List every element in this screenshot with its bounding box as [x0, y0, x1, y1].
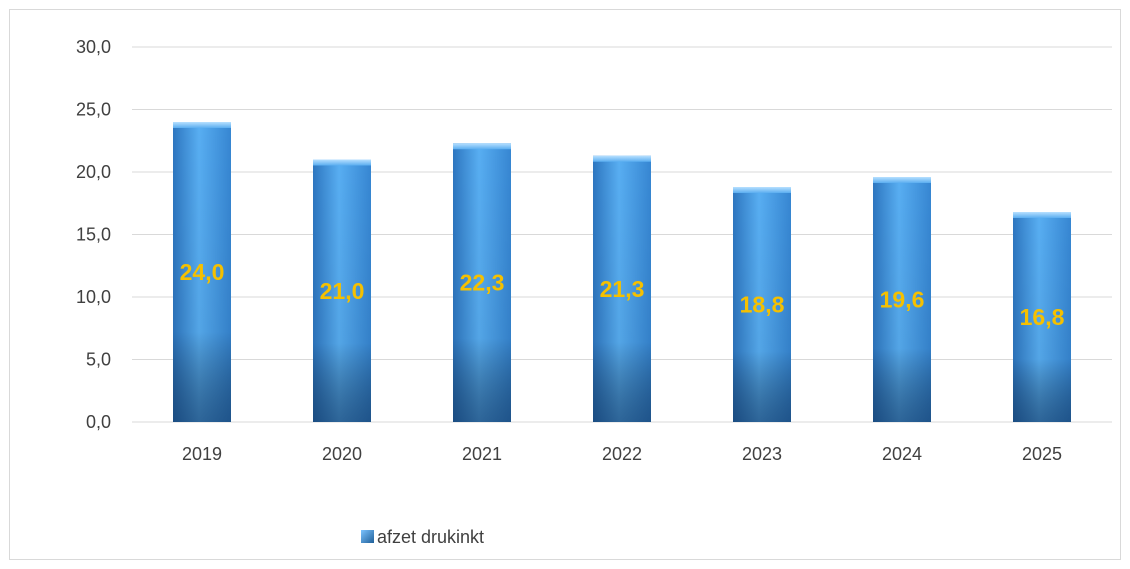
y-tick-label: 0,0 — [86, 412, 111, 432]
x-tick-label: 2021 — [462, 444, 502, 464]
bar — [173, 122, 231, 422]
y-tick-label: 5,0 — [86, 350, 111, 370]
data-label: 18,8 — [740, 292, 785, 318]
x-tick-label: 2024 — [882, 444, 922, 464]
bar-cap — [593, 155, 651, 162]
bar-cap — [873, 177, 931, 183]
y-tick-label: 10,0 — [76, 287, 111, 307]
data-label: 21,3 — [600, 276, 645, 302]
x-tick-label: 2022 — [602, 444, 642, 464]
bar — [313, 159, 371, 422]
data-label: 16,8 — [1020, 304, 1065, 330]
x-tick-label: 2019 — [182, 444, 222, 464]
bar-shading — [733, 187, 791, 422]
x-tick-label: 2023 — [742, 444, 782, 464]
bars — [173, 122, 1071, 422]
bar — [1013, 212, 1071, 422]
bar-cap — [313, 159, 371, 166]
bar-shading — [453, 143, 511, 422]
data-labels: 24,0 21,0 22,3 21,3 18,8 19,6 16,8 — [180, 259, 1065, 330]
x-tick-label: 2025 — [1022, 444, 1062, 464]
y-tick-label: 25,0 — [76, 100, 111, 120]
y-axis-tick-labels: 0,0 5,0 10,0 15,0 20,0 25,0 30,0 — [76, 37, 111, 432]
bar-shading — [313, 159, 371, 422]
y-tick-label: 20,0 — [76, 162, 111, 182]
data-label: 22,3 — [460, 270, 505, 296]
bar-shading — [1013, 212, 1071, 422]
bar-shading — [173, 122, 231, 422]
bar-shading — [873, 177, 931, 422]
y-tick-label: 30,0 — [76, 37, 111, 57]
bar-cap — [173, 122, 231, 128]
bar — [733, 187, 791, 422]
bar — [873, 177, 931, 422]
y-tick-label: 15,0 — [76, 225, 111, 245]
data-label: 21,0 — [320, 278, 365, 304]
bar-cap — [1013, 212, 1071, 218]
data-label: 19,6 — [880, 287, 925, 313]
legend: afzet drukinkt — [361, 527, 484, 547]
bar-cap — [733, 187, 791, 193]
legend-swatch — [361, 530, 374, 543]
bar-shading — [593, 155, 651, 422]
bar — [593, 155, 651, 422]
bar-cap — [453, 143, 511, 150]
legend-label: afzet drukinkt — [377, 527, 484, 547]
x-tick-label: 2020 — [322, 444, 362, 464]
data-label: 24,0 — [180, 259, 225, 285]
x-axis-tick-labels: 2019 2020 2021 2022 2023 2024 2025 — [182, 444, 1062, 464]
bar — [453, 143, 511, 422]
